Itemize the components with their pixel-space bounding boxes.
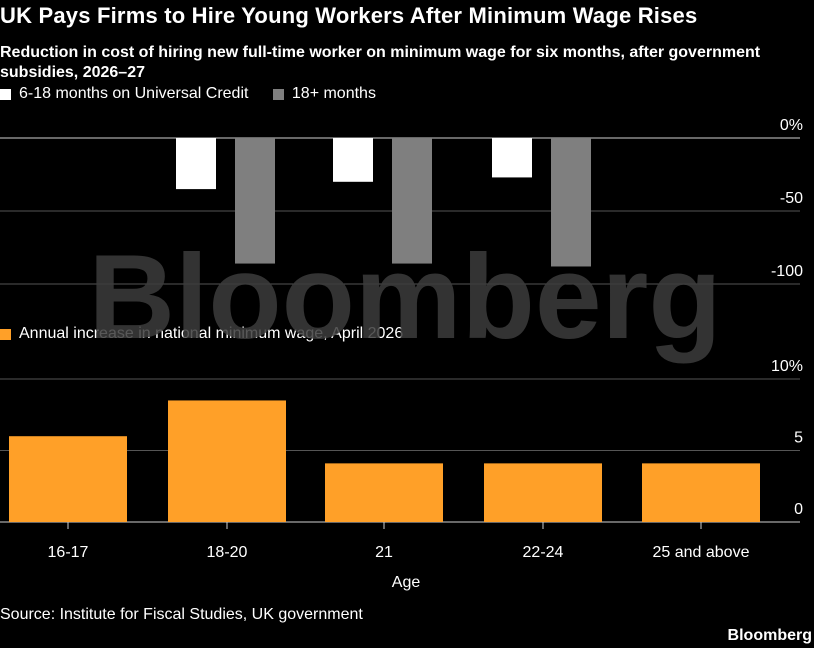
bar-minimum-wage-4 xyxy=(642,463,760,522)
bar-minimum-wage-0 xyxy=(9,436,127,522)
bloomberg-logo: Bloomberg xyxy=(727,627,812,644)
legend-item-universal-credit: 6-18 months on Universal Credit xyxy=(0,85,248,103)
x-axis-label: Age xyxy=(392,574,421,591)
chart-title: UK Pays Firms to Hire Young Workers Afte… xyxy=(0,3,698,28)
legend-swatch-white xyxy=(0,88,11,100)
legend-label: 6-18 months on Universal Credit xyxy=(19,85,249,102)
x-tick-label: 18-20 xyxy=(207,544,248,561)
top-legend: 6-18 months on Universal Credit 18+ mont… xyxy=(0,85,396,105)
bar-18-plus-months-2 xyxy=(392,138,432,264)
bar-minimum-wage-2 xyxy=(325,463,443,522)
x-tick-label: 25 and above xyxy=(653,544,750,561)
bar-18-plus-months-1 xyxy=(235,138,275,264)
bar-minimum-wage-3 xyxy=(484,463,602,522)
y-tick-label-top: -50 xyxy=(780,190,803,207)
y-tick-label-bottom: 5 xyxy=(794,430,803,447)
bar-universal-credit-1 xyxy=(176,138,216,190)
legend-label: 18+ months xyxy=(291,85,376,102)
source-note: Source: Institute for Fiscal Studies, UK… xyxy=(0,606,363,623)
y-tick-label-bottom: 10% xyxy=(771,358,803,375)
legend-label: Annual increase in national minimum wage… xyxy=(19,325,404,342)
legend-item-18-plus-months: 18+ months xyxy=(272,85,376,103)
bar-universal-credit-3 xyxy=(492,138,532,178)
x-tick-label: 16-17 xyxy=(48,544,89,561)
y-tick-label-top: 0% xyxy=(780,117,803,134)
legend-swatch-gray xyxy=(272,88,284,100)
y-tick-label-top: -100 xyxy=(771,263,803,280)
x-tick-label: 21 xyxy=(375,544,393,561)
bar-universal-credit-2 xyxy=(333,138,373,182)
x-tick-label: 22-24 xyxy=(523,544,564,561)
y-tick-label-bottom: 0 xyxy=(794,501,803,518)
bottom-legend: Annual increase in national minimum wage… xyxy=(0,325,423,345)
legend-swatch-orange xyxy=(0,328,11,340)
legend-item-minimum-wage: Annual increase in national minimum wage… xyxy=(0,325,403,343)
bar-18-plus-months-3 xyxy=(551,138,591,267)
chart-subtitle: Reduction in cost of hiring new full-tim… xyxy=(0,44,761,81)
bar-minimum-wage-1 xyxy=(168,400,286,522)
